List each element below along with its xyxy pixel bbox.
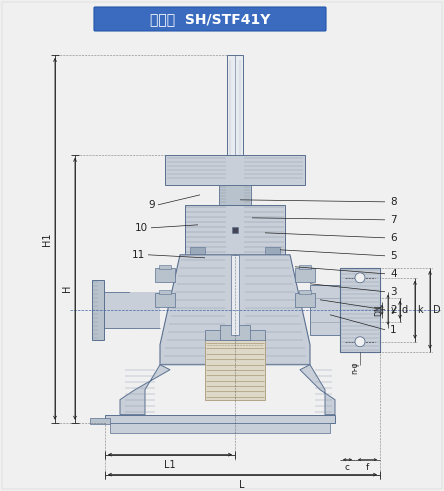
Bar	[155, 268, 175, 282]
Bar	[295, 293, 315, 307]
Bar	[205, 330, 265, 340]
Text: 3: 3	[390, 287, 396, 297]
Bar	[299, 265, 311, 269]
Bar	[159, 265, 171, 269]
Text: 4: 4	[390, 269, 396, 279]
Bar	[130, 292, 160, 328]
Text: 10: 10	[135, 223, 148, 233]
Bar	[110, 423, 330, 433]
Bar	[231, 255, 239, 335]
Text: f: f	[365, 463, 369, 472]
Bar	[90, 418, 110, 424]
Bar	[232, 227, 238, 233]
Text: k: k	[417, 305, 423, 315]
Text: 5: 5	[390, 251, 396, 261]
Bar	[220, 325, 250, 340]
Bar	[190, 247, 205, 259]
Bar	[227, 55, 243, 185]
Bar	[155, 293, 175, 307]
Bar	[287, 158, 305, 176]
Text: 11: 11	[132, 250, 145, 260]
Text: c: c	[345, 463, 349, 472]
Text: 6: 6	[390, 233, 396, 243]
Polygon shape	[160, 255, 310, 365]
Text: D: D	[433, 305, 441, 315]
Text: H: H	[62, 285, 72, 293]
Polygon shape	[300, 365, 335, 415]
Circle shape	[355, 273, 365, 283]
Text: 2: 2	[390, 305, 396, 315]
Bar	[165, 155, 305, 185]
Bar	[340, 268, 380, 352]
Text: 型号：  SH/STF41Y: 型号： SH/STF41Y	[150, 12, 270, 26]
Bar	[291, 161, 301, 173]
Text: d: d	[402, 305, 408, 315]
FancyBboxPatch shape	[94, 7, 326, 31]
Bar	[265, 247, 280, 259]
Text: 9: 9	[148, 200, 155, 210]
Bar	[310, 285, 340, 335]
Bar	[165, 158, 183, 176]
Polygon shape	[120, 365, 170, 415]
Bar	[169, 161, 179, 173]
Text: 7: 7	[390, 215, 396, 225]
Bar	[100, 292, 130, 328]
Text: L1: L1	[164, 460, 176, 469]
Text: 1: 1	[390, 325, 396, 335]
Bar	[105, 415, 335, 423]
Bar	[205, 335, 265, 400]
Text: 8: 8	[390, 197, 396, 207]
Bar	[299, 290, 311, 294]
Text: y: y	[390, 305, 396, 314]
Circle shape	[355, 337, 365, 347]
Bar	[219, 185, 251, 205]
Text: n-φ: n-φ	[350, 361, 360, 374]
Bar	[185, 205, 285, 255]
Text: L: L	[239, 480, 245, 490]
Text: DN: DN	[374, 304, 384, 316]
Bar	[295, 268, 315, 282]
Bar	[92, 280, 104, 340]
Text: H1: H1	[42, 232, 52, 246]
Bar	[159, 290, 171, 294]
